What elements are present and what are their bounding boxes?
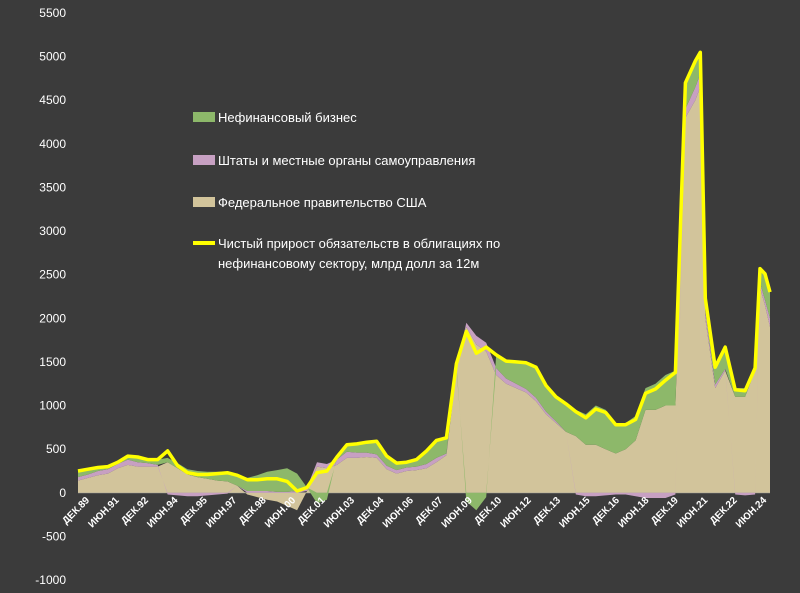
- y-tick-label: 5500: [39, 6, 66, 20]
- x-tick-label: ИЮН.15: [557, 495, 592, 530]
- net-issuance-line: [77, 50, 772, 493]
- y-tick-label: 3500: [39, 180, 66, 194]
- legend-swatch-federal-government: [193, 197, 215, 207]
- y-tick-label: -500: [42, 529, 66, 543]
- y-axis: -1000 -500 0 500 1000 1500 2000 2500 3000 3500 400…: [35, 6, 66, 587]
- x-axis: ДЕК.89ИЮН.91ДЕК.92ИЮН.94ДЕК.95ИЮН.97ДЕК.…: [60, 495, 769, 530]
- x-tick-label: ИЮН.09: [440, 495, 475, 530]
- x-tick-label: ИЮН.06: [381, 495, 416, 530]
- y-tick-label: 2500: [39, 268, 66, 282]
- legend-label-net-issuance: Чистый прирост обязательств в облигациях…: [218, 236, 500, 271]
- x-tick-label: ИЮН.12: [499, 495, 534, 530]
- legend: Нефинансовый бизнес Штаты и местные орга…: [193, 110, 500, 271]
- y-tick-label: -1000: [35, 573, 66, 587]
- y-tick-label: 2000: [39, 311, 66, 325]
- y-tick-label: 1000: [39, 399, 66, 413]
- y-tick-label: 500: [46, 442, 66, 456]
- x-tick-label: ИЮН.97: [204, 495, 239, 530]
- y-tick-label: 5000: [39, 50, 66, 64]
- plot-area: [77, 50, 772, 511]
- y-tick-label: 4500: [39, 93, 66, 107]
- x-tick-label: ИЮН.24: [734, 495, 769, 530]
- x-tick-label: ИЮН.91: [86, 495, 121, 530]
- legend-swatch-nonfinancial-business: [193, 112, 215, 122]
- y-tick-label: 0: [59, 486, 66, 500]
- legend-label-nonfinancial-business: Нефинансовый бизнес: [218, 110, 357, 125]
- legend-label-state-local: Штаты и местные органы самоуправления: [218, 153, 475, 168]
- y-tick-label: 4000: [39, 137, 66, 151]
- area-federal-government: [78, 87, 770, 511]
- legend-swatch-state-local: [193, 155, 215, 165]
- x-tick-label: ИЮН.21: [675, 495, 710, 530]
- y-tick-label: 3000: [39, 224, 66, 238]
- x-tick-label: ИЮН.94: [145, 495, 180, 530]
- y-tick-label: 1500: [39, 355, 66, 369]
- x-tick-label: ИЮН.18: [616, 495, 651, 530]
- x-tick-label: ИЮН.03: [322, 495, 357, 530]
- legend-label-federal-government: Федеральное правительство США: [218, 195, 427, 210]
